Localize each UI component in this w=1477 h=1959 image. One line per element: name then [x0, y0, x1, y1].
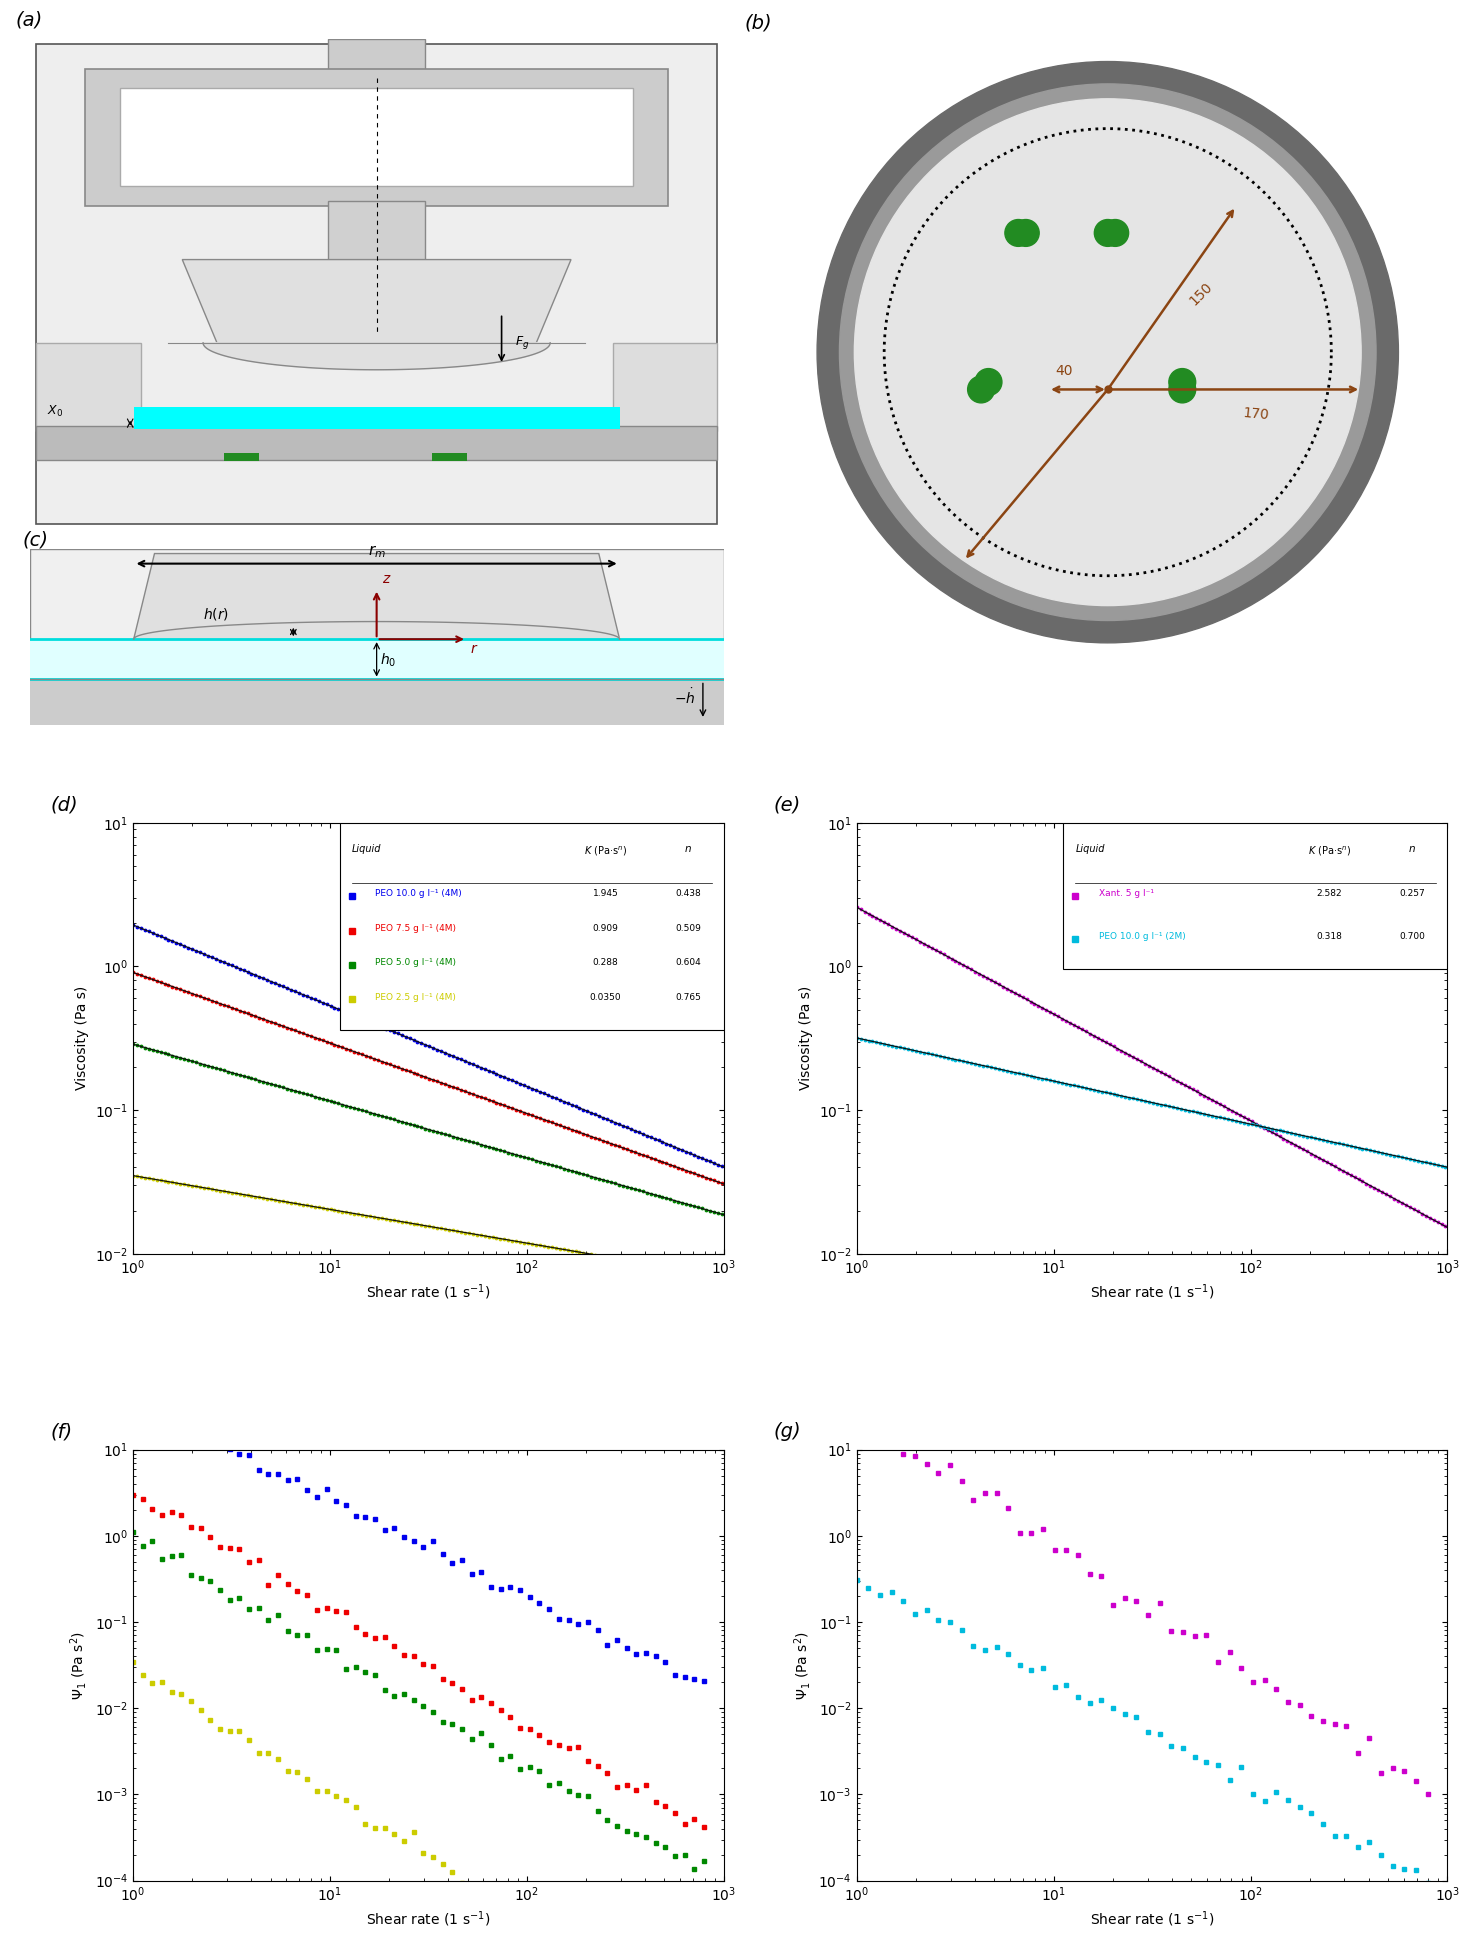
FancyBboxPatch shape [37, 43, 716, 523]
Bar [37, 425, 716, 460]
Y-axis label: Viscosity (Pa s): Viscosity (Pa s) [75, 985, 89, 1091]
Text: 170: 170 [1242, 406, 1269, 423]
Circle shape [817, 61, 1399, 643]
Text: $-\dot{h}$: $-\dot{h}$ [675, 688, 696, 707]
Circle shape [1012, 219, 1040, 247]
Text: $X_0$: $X_0$ [47, 404, 64, 419]
Text: 0.700: 0.700 [1399, 932, 1425, 942]
FancyBboxPatch shape [1063, 823, 1447, 970]
Bar [134, 417, 620, 429]
Circle shape [1102, 219, 1128, 247]
Circle shape [1168, 368, 1196, 396]
Bar [30, 680, 724, 725]
Text: (d): (d) [50, 795, 78, 815]
Text: PEO 5.0 g l⁻¹ (4M): PEO 5.0 g l⁻¹ (4M) [375, 958, 456, 968]
FancyBboxPatch shape [340, 823, 724, 1030]
Text: 1.945: 1.945 [592, 889, 619, 899]
Bar [30, 639, 724, 680]
Text: $z$: $z$ [383, 572, 391, 586]
Text: (g): (g) [774, 1422, 802, 1442]
Text: 0.765: 0.765 [675, 993, 702, 1001]
Text: Liquid: Liquid [1075, 844, 1105, 854]
X-axis label: Shear rate (1 s$^{-1}$): Shear rate (1 s$^{-1}$) [1090, 1283, 1214, 1303]
Bar [37, 343, 140, 431]
Text: $K$ (Pa·s$^{n}$): $K$ (Pa·s$^{n}$) [1307, 844, 1351, 858]
Text: PEO 10.0 g l⁻¹ (2M): PEO 10.0 g l⁻¹ (2M) [1099, 932, 1186, 942]
Circle shape [839, 84, 1377, 621]
Text: $r$: $r$ [470, 643, 479, 656]
Y-axis label: $\Psi_1$ (Pa s$^2$): $\Psi_1$ (Pa s$^2$) [68, 1630, 89, 1700]
Text: 0.909: 0.909 [592, 925, 619, 932]
Text: $n$: $n$ [684, 844, 693, 854]
Text: (e): (e) [774, 795, 801, 815]
Text: $h(r)$: $h(r)$ [204, 605, 229, 623]
Bar [86, 69, 668, 206]
Text: (b): (b) [744, 14, 772, 31]
Circle shape [854, 98, 1362, 605]
Text: PEO 7.5 g l⁻¹ (4M): PEO 7.5 g l⁻¹ (4M) [375, 925, 456, 932]
Text: Xant. 5 g l⁻¹: Xant. 5 g l⁻¹ [1099, 889, 1154, 899]
Text: 0.604: 0.604 [675, 958, 702, 968]
Text: 0.509: 0.509 [675, 925, 702, 932]
Text: $K$ (Pa·s$^{n}$): $K$ (Pa·s$^{n}$) [583, 844, 628, 858]
X-axis label: Shear rate (1 s$^{-1}$): Shear rate (1 s$^{-1}$) [366, 1283, 490, 1303]
X-axis label: Shear rate (1 s$^{-1}$): Shear rate (1 s$^{-1}$) [366, 1910, 490, 1930]
Text: 150: 150 [1188, 280, 1216, 308]
Text: Liquid: Liquid [352, 844, 381, 854]
FancyBboxPatch shape [30, 549, 724, 725]
Text: 0.318: 0.318 [1316, 932, 1343, 942]
X-axis label: Shear rate (1 s$^{-1}$): Shear rate (1 s$^{-1}$) [1090, 1910, 1214, 1930]
Y-axis label: Viscosity (Pa s): Viscosity (Pa s) [799, 985, 812, 1091]
Polygon shape [204, 343, 549, 370]
Circle shape [1168, 376, 1196, 404]
Text: PEO 2.5 g l⁻¹ (4M): PEO 2.5 g l⁻¹ (4M) [375, 993, 456, 1001]
Text: 40: 40 [1056, 364, 1074, 378]
Text: $r_m$: $r_m$ [368, 543, 385, 560]
Text: (f): (f) [50, 1422, 72, 1442]
Polygon shape [134, 554, 620, 639]
Text: 0.438: 0.438 [675, 889, 702, 899]
Bar [120, 88, 634, 186]
Bar [328, 202, 425, 261]
Circle shape [1004, 219, 1032, 247]
Bar [328, 39, 425, 78]
Bar [134, 407, 620, 417]
Bar [134, 341, 620, 429]
Text: $F_g$: $F_g$ [515, 335, 530, 351]
Text: (a): (a) [16, 10, 43, 29]
Text: 0.257: 0.257 [1399, 889, 1425, 899]
Text: $n$: $n$ [1408, 844, 1416, 854]
Circle shape [975, 368, 1001, 396]
Bar [433, 453, 467, 462]
Bar [225, 453, 258, 462]
Text: 0.288: 0.288 [592, 958, 619, 968]
Circle shape [967, 376, 994, 404]
Text: 0.0350: 0.0350 [589, 993, 622, 1001]
Y-axis label: $\Psi_1$ (Pa s$^2$): $\Psi_1$ (Pa s$^2$) [792, 1630, 812, 1700]
Text: (c): (c) [22, 531, 49, 550]
Text: $h_0$: $h_0$ [380, 652, 396, 670]
Bar [613, 343, 716, 431]
Text: 2.582: 2.582 [1316, 889, 1343, 899]
Circle shape [1094, 219, 1121, 247]
Text: PEO 10.0 g l⁻¹ (4M): PEO 10.0 g l⁻¹ (4M) [375, 889, 462, 899]
Polygon shape [182, 261, 572, 343]
